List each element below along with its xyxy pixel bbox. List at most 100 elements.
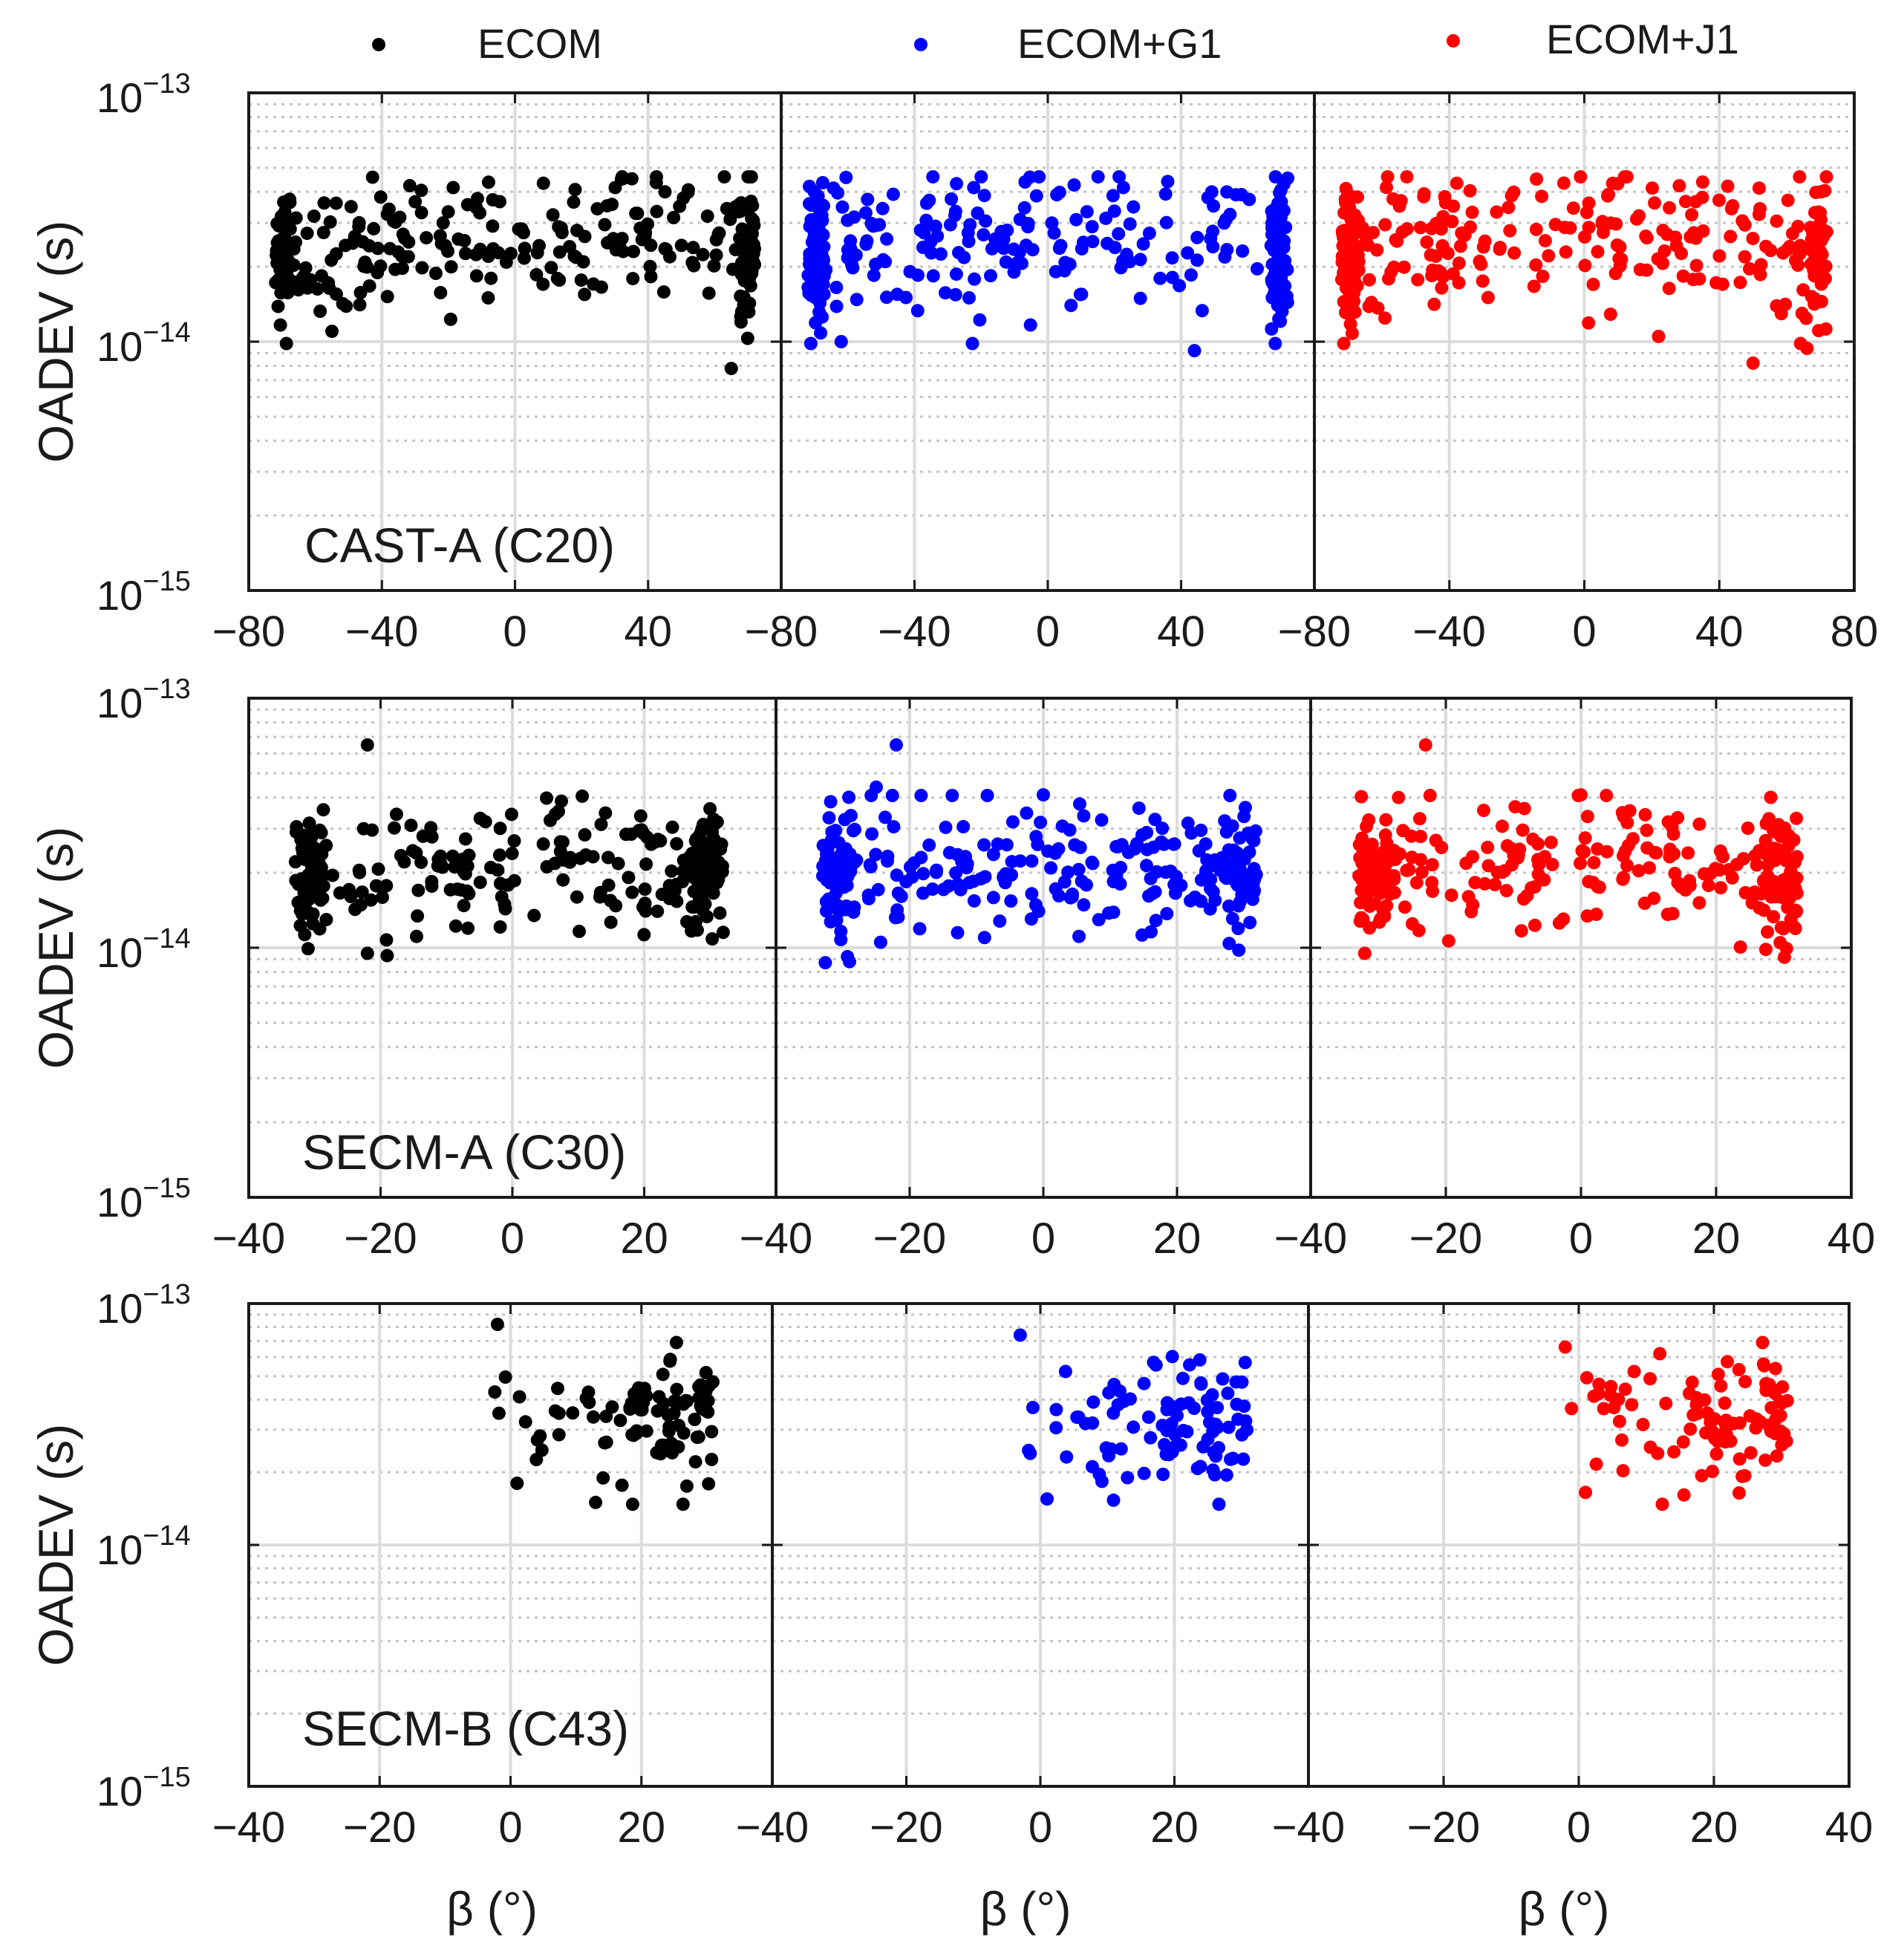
data-point — [1738, 1375, 1753, 1389]
data-point — [977, 228, 991, 242]
data-point — [1080, 205, 1094, 219]
x-tick-label: −40 — [212, 1803, 285, 1852]
data-point — [1444, 888, 1458, 902]
data-point — [1223, 207, 1237, 221]
data-point — [1429, 833, 1443, 847]
data-point — [1611, 1393, 1626, 1407]
data-point — [1398, 900, 1412, 914]
data-point — [1216, 1372, 1230, 1386]
data-point — [460, 198, 475, 212]
panel-row1-col2: −80 −40 0 40 — [745, 91, 1316, 656]
data-point — [388, 262, 402, 276]
data-point — [1026, 243, 1040, 257]
data-point — [576, 255, 590, 269]
panel-row1-col1: −80 −40 0 40 — [212, 91, 783, 656]
data-point — [929, 865, 943, 879]
data-point — [1106, 905, 1121, 920]
data-point — [806, 232, 821, 245]
data-point — [1210, 1401, 1225, 1415]
data-point — [1686, 273, 1700, 287]
data-point — [1758, 1453, 1773, 1467]
data-point — [1361, 865, 1375, 879]
data-point — [298, 928, 312, 942]
data-point — [289, 211, 303, 225]
data-point-outlier — [1574, 788, 1588, 802]
data-point — [1017, 201, 1031, 215]
data-point — [1435, 281, 1449, 295]
data-point — [1580, 810, 1594, 824]
data-point — [1049, 882, 1063, 896]
data-point — [319, 913, 333, 927]
data-point — [302, 816, 316, 830]
x-tick-label: 0 — [1567, 1803, 1591, 1852]
data-point — [1655, 1497, 1669, 1512]
data-point — [633, 809, 648, 823]
data-point — [1379, 813, 1393, 827]
data-point — [986, 891, 1000, 905]
data-point — [1195, 304, 1209, 318]
data-point — [1676, 1435, 1690, 1449]
y-axis-label: OADEV (s) — [28, 827, 83, 1069]
data-point — [1698, 867, 1711, 881]
x-tick-label: 80 — [1830, 608, 1879, 656]
data-point — [469, 269, 483, 283]
data-point — [891, 910, 905, 924]
data-point — [1536, 270, 1550, 283]
data-point — [1190, 230, 1204, 244]
data-point — [1137, 1466, 1151, 1480]
data-point — [1267, 203, 1281, 217]
data-point — [1753, 267, 1767, 282]
data-point — [1049, 1402, 1063, 1416]
data-point — [1351, 255, 1364, 269]
data-point — [1386, 192, 1400, 206]
data-point — [1095, 1474, 1109, 1488]
x-tick-label: −20 — [1407, 1803, 1480, 1852]
data-point — [1478, 234, 1492, 248]
x-tick-label: 20 — [620, 1214, 668, 1263]
data-point — [1738, 218, 1752, 232]
data-point — [1066, 887, 1080, 901]
data-point — [379, 933, 394, 947]
data-point — [271, 299, 285, 313]
data-point — [1232, 943, 1246, 957]
data-point — [1529, 222, 1543, 236]
data-point — [1616, 872, 1630, 886]
data-point — [670, 1382, 684, 1396]
data-point — [1013, 854, 1027, 868]
data-point — [626, 272, 640, 286]
data-point — [1708, 1431, 1722, 1445]
data-point — [1160, 1402, 1174, 1416]
data-point — [515, 222, 529, 236]
data-point — [1207, 853, 1222, 867]
data-point — [849, 248, 863, 262]
data-point — [578, 828, 592, 842]
data-point — [1733, 276, 1747, 290]
data-point — [916, 886, 930, 900]
data-point — [552, 1406, 566, 1420]
data-point — [1222, 1420, 1236, 1434]
data-point — [1411, 273, 1425, 287]
data-point — [504, 807, 518, 821]
data-point — [813, 296, 827, 310]
data-point — [317, 196, 331, 210]
data-point — [1770, 1449, 1784, 1463]
data-point — [962, 876, 977, 890]
data-point — [1527, 279, 1541, 293]
data-point — [323, 215, 337, 229]
data-point — [1488, 877, 1502, 891]
data-point — [1136, 237, 1150, 251]
data-point — [1072, 929, 1086, 943]
data-point — [1427, 297, 1441, 311]
data-point — [1277, 177, 1291, 191]
data-point — [916, 867, 930, 881]
data-point — [965, 336, 979, 351]
x-axis-label: β (°) — [980, 1882, 1072, 1936]
data-point — [574, 273, 588, 287]
data-point — [1207, 1445, 1221, 1460]
data-point — [305, 827, 319, 840]
data-point — [1236, 244, 1250, 258]
data-point — [1023, 318, 1037, 332]
data-point — [1141, 1410, 1155, 1424]
data-point — [1233, 831, 1247, 845]
data-point — [658, 185, 672, 199]
